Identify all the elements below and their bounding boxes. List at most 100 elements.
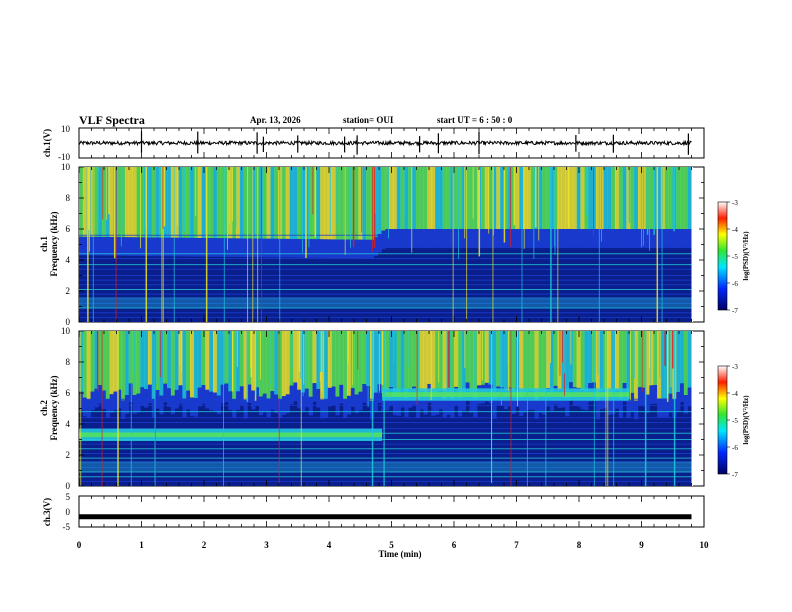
spec-mid-cell	[668, 393, 673, 413]
spec-upper-cell	[327, 331, 333, 388]
spec-mid-cell	[178, 385, 183, 404]
spec-mid-cell	[618, 229, 623, 248]
x-tick-3: 3	[264, 540, 269, 550]
spec-mid-cell	[634, 229, 639, 248]
spec-mid-cell	[461, 392, 467, 411]
spec-upper-cell	[167, 167, 172, 238]
spec-mid-cell	[316, 388, 321, 408]
spec-upper-cell	[174, 167, 179, 238]
spec-upper-cell	[105, 331, 111, 400]
spec-upper-cell	[557, 167, 562, 229]
ch1-waveform-spikes	[140, 131, 689, 155]
ch1-spec-ytick-4: 4	[66, 255, 71, 265]
spec-mid-cell	[90, 391, 95, 411]
spec-upper-cell	[657, 331, 662, 399]
spec-upper-cell	[588, 331, 593, 384]
x-tick-1: 1	[139, 540, 144, 550]
spec-upper-cell	[186, 167, 191, 238]
spec-upper-cell	[167, 331, 172, 389]
spec-upper-cell	[396, 167, 401, 229]
spec-mid-cell	[595, 400, 601, 420]
chart-station: station= OUI	[343, 115, 394, 125]
spec-mid-cell	[312, 239, 317, 258]
spec-upper-cell	[308, 331, 313, 397]
ch2-spectrogram-image	[79, 331, 693, 486]
spec-upper-cell	[105, 167, 111, 238]
spec-mid-cell	[350, 388, 356, 407]
spec-upper-cell	[465, 167, 470, 229]
spec-upper-cell	[565, 167, 570, 229]
spec-upper-cell	[431, 167, 436, 229]
spec-mid-cell	[511, 395, 516, 415]
spec-mid-cell	[680, 383, 685, 402]
spec-mid-cell	[270, 391, 275, 410]
ch1-waveform-ylabel: ch.1(V)	[42, 129, 52, 157]
spec-upper-cell	[404, 331, 409, 399]
spec-upper-cell	[339, 331, 344, 385]
spec-upper-cell	[588, 167, 593, 229]
spec-upper-cell	[90, 331, 95, 392]
spec-mid-cell	[569, 229, 574, 248]
ch1-spectrogram-image	[79, 167, 693, 322]
spec-upper-cell	[676, 331, 681, 393]
spec-mid-cell	[285, 238, 290, 258]
spec-upper-cell	[228, 331, 233, 392]
spec-upper-cell	[687, 167, 692, 229]
spec-upper-cell	[484, 331, 490, 383]
spec-mid-cell	[561, 229, 566, 248]
spec-upper-cell	[159, 167, 164, 238]
ch3-ytick-bottom: -5	[63, 522, 71, 532]
spec-mid-cell	[113, 237, 118, 256]
spec-mid-cell	[576, 229, 581, 248]
spec-upper-cell	[484, 167, 490, 229]
spec-mid-cell	[324, 239, 329, 258]
spec-upper-cell	[572, 331, 578, 388]
spec-upper-cell	[274, 167, 279, 239]
spec-mid-cell	[687, 229, 692, 248]
spec-upper-cell	[151, 167, 156, 238]
spec-mid-cell	[362, 384, 367, 403]
spec-mid-cell	[354, 239, 359, 259]
spec-upper-cell	[542, 167, 547, 229]
chart-start-time: start UT = 6 : 50 : 0	[437, 115, 513, 125]
spec-mid-cell	[366, 239, 371, 259]
spec-upper-cell	[634, 167, 639, 229]
spec-mid-cell	[308, 396, 313, 416]
spec-upper-cell	[603, 167, 608, 229]
spec-upper-cell	[232, 167, 237, 239]
spec-upper-cell	[209, 167, 214, 239]
spec-mid-cell	[492, 229, 497, 248]
spec-upper-cell	[477, 331, 482, 386]
spec-upper-cell	[147, 167, 153, 238]
spec-upper-cell	[473, 331, 478, 399]
x-tick-6: 6	[452, 540, 457, 550]
spec-mid-cell	[438, 229, 444, 248]
spec-mid-cell	[251, 390, 256, 410]
spec-upper-cell	[343, 331, 348, 400]
spec-mid-cell	[297, 239, 302, 258]
spec-mid-cell	[293, 239, 298, 258]
spec-mid-cell	[79, 236, 84, 256]
spec-upper-cell	[572, 167, 578, 229]
spec-upper-cell	[209, 331, 214, 392]
spec-mid-cell	[373, 237, 378, 256]
spec-mid-cell	[534, 229, 539, 248]
spec-upper-cell	[293, 167, 298, 240]
x-tick-8: 8	[577, 540, 582, 550]
spec-mid-cell	[634, 400, 639, 420]
spec-upper-cell	[653, 331, 658, 386]
spec-upper-cell	[281, 331, 287, 397]
spec-mid-cell	[201, 385, 206, 404]
x-tick-2: 2	[202, 540, 207, 550]
spec-mid-cell	[82, 236, 88, 256]
ch1-colorbar-label-2: -5	[732, 253, 738, 261]
spec-upper-cell	[216, 167, 222, 239]
spec-upper-cell	[255, 331, 260, 388]
spec-mid-cell	[94, 236, 99, 256]
spec-upper-cell	[546, 331, 551, 389]
x-tick-7: 7	[514, 540, 519, 550]
spec-upper-cell	[136, 167, 141, 238]
spec-mid-cell	[140, 237, 145, 257]
spec-mid-cell	[626, 229, 631, 248]
spec-upper-cell	[82, 331, 88, 398]
